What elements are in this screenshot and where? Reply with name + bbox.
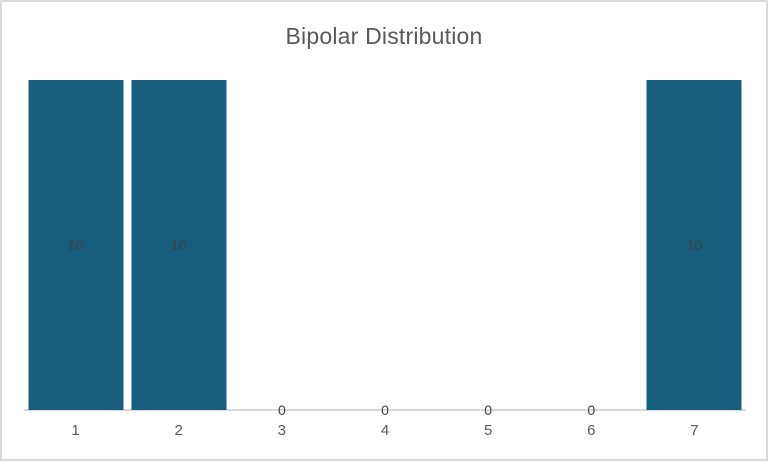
data-label-category-4: 0: [381, 402, 389, 418]
x-tick-label-6: 6: [587, 422, 596, 439]
x-tick-label-1: 1: [71, 422, 80, 439]
x-tick-label-5: 5: [483, 422, 493, 439]
x-tick-label-2: 2: [174, 422, 183, 439]
x-tick-label-7: 7: [690, 422, 699, 439]
x-axis-line: [24, 409, 746, 411]
data-label-category-5: 0: [484, 402, 493, 418]
data-label-category-1: 10: [67, 237, 84, 253]
data-label-category-2: 10: [170, 237, 187, 253]
data-label-category-3: 0: [277, 402, 286, 418]
category-slot-1: 10 1: [24, 80, 127, 439]
x-tick-label-3: 3: [277, 422, 287, 439]
data-label-category-7: 10: [686, 237, 703, 253]
category-slot-7: 10 7: [643, 80, 746, 439]
category-slot-2: 10 2: [127, 80, 230, 439]
bar-category-7: 10: [646, 80, 742, 410]
plot-area: 10 1 10 2 0 3 0 4 0 5 0 6 10 7: [24, 80, 746, 439]
bar-category-1: 10: [28, 80, 124, 410]
x-tick-label-4: 4: [380, 422, 390, 439]
bar-category-2: 10: [131, 80, 227, 410]
chart-title: Bipolar Distribution: [285, 23, 483, 49]
data-label-category-6: 0: [587, 402, 596, 418]
